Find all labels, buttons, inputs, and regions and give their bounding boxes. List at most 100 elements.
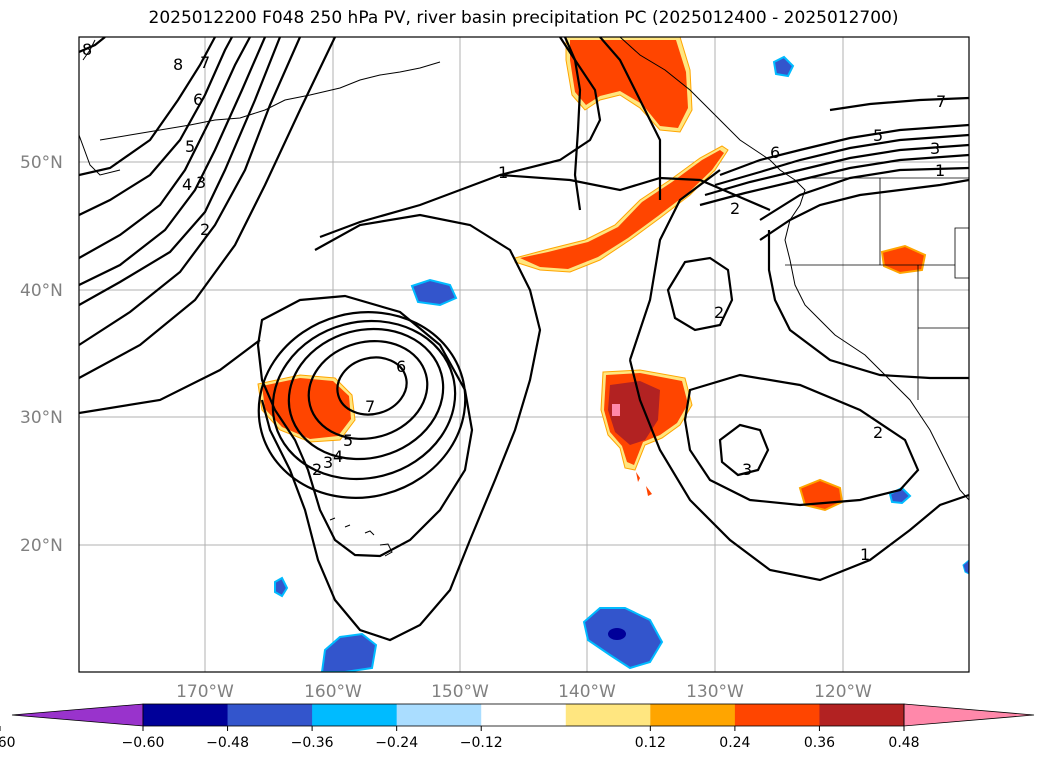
contour-central-3-loop — [718, 423, 770, 477]
colorbar-tick-label: 0.48 — [888, 735, 919, 751]
clabel-central-2a: 2 — [730, 199, 740, 218]
contour-pv-7 — [79, 37, 216, 177]
colorbar-segment — [396, 704, 482, 726]
map-area — [79, 37, 969, 672]
clabel-east-6: 6 — [770, 143, 780, 162]
clabel-low-3: 3 — [323, 453, 333, 472]
colorbar-tick-label: −0.48 — [206, 735, 249, 751]
contour-pv-1 — [79, 37, 336, 379]
clabel-low-6: 6 — [396, 357, 406, 376]
clabel-topleft-5: 5 — [185, 137, 195, 156]
contour-low-6 — [307, 340, 429, 440]
contour-pv-3 — [79, 37, 282, 306]
precip-negative-1 — [410, 278, 458, 307]
clabel-low-7: 7 — [365, 397, 375, 416]
colorbar-segment — [819, 704, 905, 726]
lat-label-40: 40°N — [20, 281, 63, 301]
clabel-east-1: 1 — [935, 161, 945, 180]
colorbar-segment — [650, 704, 736, 726]
precip-negative-3 — [320, 632, 378, 672]
colorbar-segment — [227, 704, 313, 726]
clabel-topleft-8b: 8 — [173, 55, 183, 74]
colorbar-segment — [481, 704, 567, 726]
contour-pv-4 — [79, 37, 267, 286]
colorbar-segment — [565, 704, 651, 726]
lon-label-150w: 150°W — [431, 682, 489, 702]
precip-positive-small-2 — [880, 244, 927, 275]
contour-labels: 8 8 7 6 5 4 3 2 7 6 5 4 3 2 1 2 2 3 2 1 … — [82, 40, 946, 564]
contour-pv-8 — [79, 37, 106, 54]
clabel-low-5: 5 — [343, 431, 353, 450]
lon-label-120w: 120°W — [814, 682, 872, 702]
contour-east-5 — [714, 133, 969, 187]
colorbar-tick-label: −0.12 — [460, 735, 503, 751]
clabel-central-1b: 1 — [860, 545, 870, 564]
clabel-east-3: 3 — [930, 139, 940, 158]
colorbar-tick-label: −0.24 — [375, 735, 418, 751]
clabel-east-7: 7 — [936, 92, 946, 111]
contour-central-2-big — [683, 373, 920, 507]
precip-positive-river — [514, 145, 729, 273]
contour-central-1 — [319, 37, 602, 239]
colorbar-extend-max — [903, 703, 1035, 727]
clabel-topleft-3: 3 — [196, 173, 206, 192]
lon-label-170w: 170°W — [176, 682, 234, 702]
colorbar-segment — [143, 704, 229, 726]
colorbar-tick-label: 0.36 — [804, 735, 835, 751]
contour-east-2 — [759, 166, 969, 221]
lat-label-30: 30°N — [20, 408, 63, 428]
contour-low-7 — [336, 356, 408, 416]
contour-pv-5 — [79, 37, 251, 259]
clabel-topleft-8a: 8 — [82, 40, 92, 59]
lat-label-20: 20°N — [20, 536, 63, 556]
clabel-topleft-2: 2 — [200, 220, 210, 239]
colorbar-tick-label: −0.36 — [291, 735, 334, 751]
contour-1-west — [559, 37, 582, 211]
lat-labels: 50°N 40°N 30°N 20°N — [20, 153, 63, 556]
lon-label-160w: 160°W — [304, 682, 362, 702]
clabel-east-5: 5 — [873, 126, 883, 145]
colorbar-border — [142, 703, 905, 727]
contour-east-4 — [704, 143, 969, 197]
contour-low-1 — [260, 213, 542, 642]
contour-east-1 — [767, 230, 969, 380]
border-states — [785, 178, 969, 400]
contour-low-3 — [257, 311, 467, 499]
precip-negative-4 — [772, 55, 795, 78]
clabel-low-4: 4 — [333, 447, 343, 466]
coastline-north-america — [619, 37, 969, 501]
clabel-topleft-7: 7 — [200, 53, 210, 72]
contour-central-2-loop — [666, 256, 734, 332]
contour-pv-6 — [79, 37, 233, 216]
colorbar-tick-label: −0.60 — [122, 735, 165, 751]
contour-low-2 — [256, 294, 474, 558]
contour-2-ridge — [599, 37, 662, 200]
contour-central-1-big — [628, 169, 969, 582]
coastlines — [79, 37, 969, 557]
clabel-central-2c: 2 — [873, 423, 883, 442]
lon-label-130w: 130°W — [686, 682, 744, 702]
contour-east-6 — [719, 123, 969, 177]
coastline-alaska-north — [79, 39, 121, 176]
colorbar: −0.60 −0.48 −0.36 −0.24 −0.12 0.12 0.24 0.36 0.4… — [0, 703, 1035, 751]
colorbar-segment — [734, 704, 820, 726]
contour-east-7 — [829, 96, 969, 112]
lon-labels: 170°W 160°W 150°W 140°W 130°W 120°W — [176, 682, 872, 702]
contour-low-5 — [287, 327, 445, 461]
pv-contours — [79, 37, 969, 642]
contour-right-edge — [759, 178, 969, 241]
map-frame — [78, 36, 970, 673]
map-title: 2025012200 F048 250 hPa PV, river basin … — [148, 8, 899, 28]
contour-low-4 — [271, 319, 457, 481]
precip-negative-5 — [274, 576, 289, 598]
contour-pv-1b — [79, 339, 261, 415]
lat-label-50: 50°N — [20, 153, 63, 173]
contour-pv-2 — [79, 37, 302, 346]
colorbar-segment — [312, 704, 398, 726]
hawaii-islands — [329, 517, 393, 557]
clabel-central-3: 3 — [742, 460, 752, 479]
colorbar-tick-label: 0.12 — [635, 735, 666, 751]
coastline-alaska — [99, 61, 441, 141]
lon-label-140w: 140°W — [558, 682, 616, 702]
